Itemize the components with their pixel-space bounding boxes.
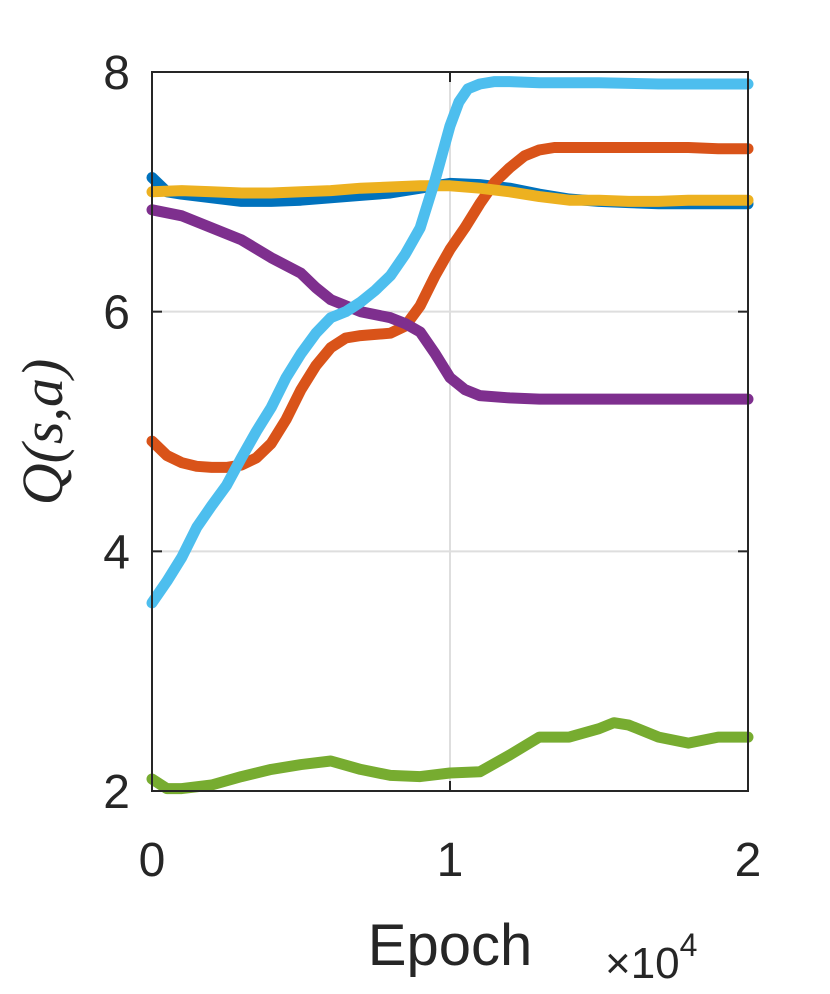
y-tick-label: 6 [103, 287, 130, 340]
y-tick-label: 8 [103, 47, 130, 100]
series-line-4 [146, 204, 754, 405]
tick-marks [151, 71, 749, 792]
x-exponent-base: ×10 [605, 939, 680, 988]
y-tick-label: 4 [103, 526, 130, 579]
y-axis-label: Q(s,a) [10, 359, 75, 506]
x-tick-label: 0 [139, 834, 166, 887]
x-tick-label: 2 [735, 834, 762, 887]
series-line-3 [146, 180, 754, 207]
y-tick-labels: 2 4 6 8 [103, 47, 130, 819]
series-line-6 [146, 76, 754, 609]
series-line-5 [146, 717, 754, 795]
grid-lines [152, 72, 748, 791]
series-lines [146, 76, 754, 795]
x-tick-labels: 0 1 2 [139, 834, 762, 887]
x-exponent-power: 4 [680, 927, 698, 963]
x-exponent-label: ×104 [605, 927, 697, 988]
x-tick-label: 1 [437, 834, 464, 887]
x-axis-label: Epoch [368, 913, 532, 978]
y-tick-label: 2 [103, 766, 130, 819]
